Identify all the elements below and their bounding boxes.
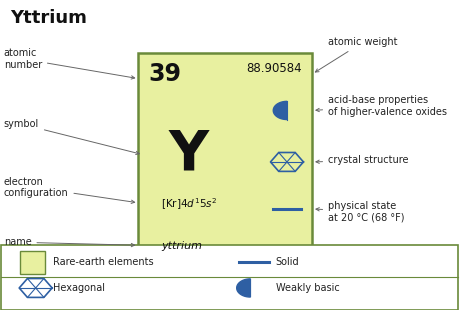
Polygon shape [273,101,287,120]
Text: Weakly basic: Weakly basic [275,283,339,293]
Text: symbol: symbol [4,119,139,154]
Text: Y: Y [169,128,209,182]
Polygon shape [237,279,250,297]
FancyBboxPatch shape [138,53,312,265]
Text: crystal structure: crystal structure [316,155,409,166]
Text: atomic weight: atomic weight [315,37,398,72]
Text: Solid: Solid [275,257,299,267]
Text: Hexagonal: Hexagonal [53,283,105,293]
FancyBboxPatch shape [1,245,458,310]
Text: electron
configuration: electron configuration [4,177,135,203]
Text: Rare-earth elements: Rare-earth elements [53,257,153,267]
Text: 39: 39 [148,62,182,86]
Text: acid-base properties
of higher-valence oxides: acid-base properties of higher-valence o… [316,95,447,117]
Text: physical state
at 20 °C (68 °F): physical state at 20 °C (68 °F) [316,201,405,223]
Text: 88.90584: 88.90584 [246,62,302,75]
Text: [Kr]4$d^1$5$s^2$: [Kr]4$d^1$5$s^2$ [161,196,218,212]
Text: yttrium: yttrium [161,241,202,251]
Text: name: name [4,237,135,247]
FancyBboxPatch shape [19,251,45,273]
Text: Yttrium: Yttrium [10,9,87,27]
Text: atomic
number: atomic number [4,48,135,79]
